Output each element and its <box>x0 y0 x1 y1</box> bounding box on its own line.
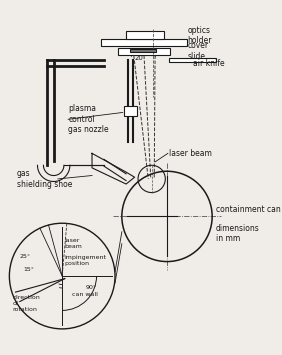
Text: laser beam: laser beam <box>169 149 212 158</box>
Text: impingement
position: impingement position <box>64 255 106 266</box>
Bar <box>169 58 215 62</box>
Text: plasma
control
gas nozzle: plasma control gas nozzle <box>68 104 109 134</box>
Text: optics
holder: optics holder <box>188 26 212 45</box>
Text: 20: 20 <box>135 55 143 61</box>
Text: direction
of
rotation: direction of rotation <box>13 295 41 312</box>
Bar <box>101 39 188 46</box>
Text: 90°: 90° <box>86 285 97 290</box>
Text: can wall: can wall <box>72 292 98 297</box>
Circle shape <box>9 223 115 329</box>
Text: containment can: containment can <box>215 205 280 214</box>
Bar <box>118 48 170 55</box>
Bar <box>124 106 137 116</box>
Bar <box>130 49 156 52</box>
Text: 15°: 15° <box>23 267 34 272</box>
Text: 25°: 25° <box>19 254 31 259</box>
Text: dimensions
in mm: dimensions in mm <box>215 224 259 243</box>
Text: cover
slide: cover slide <box>188 42 209 61</box>
Text: air knife: air knife <box>193 59 224 67</box>
Bar <box>126 31 164 39</box>
Text: gas
shielding shoe: gas shielding shoe <box>17 169 72 189</box>
Text: laser
beam: laser beam <box>64 238 82 249</box>
